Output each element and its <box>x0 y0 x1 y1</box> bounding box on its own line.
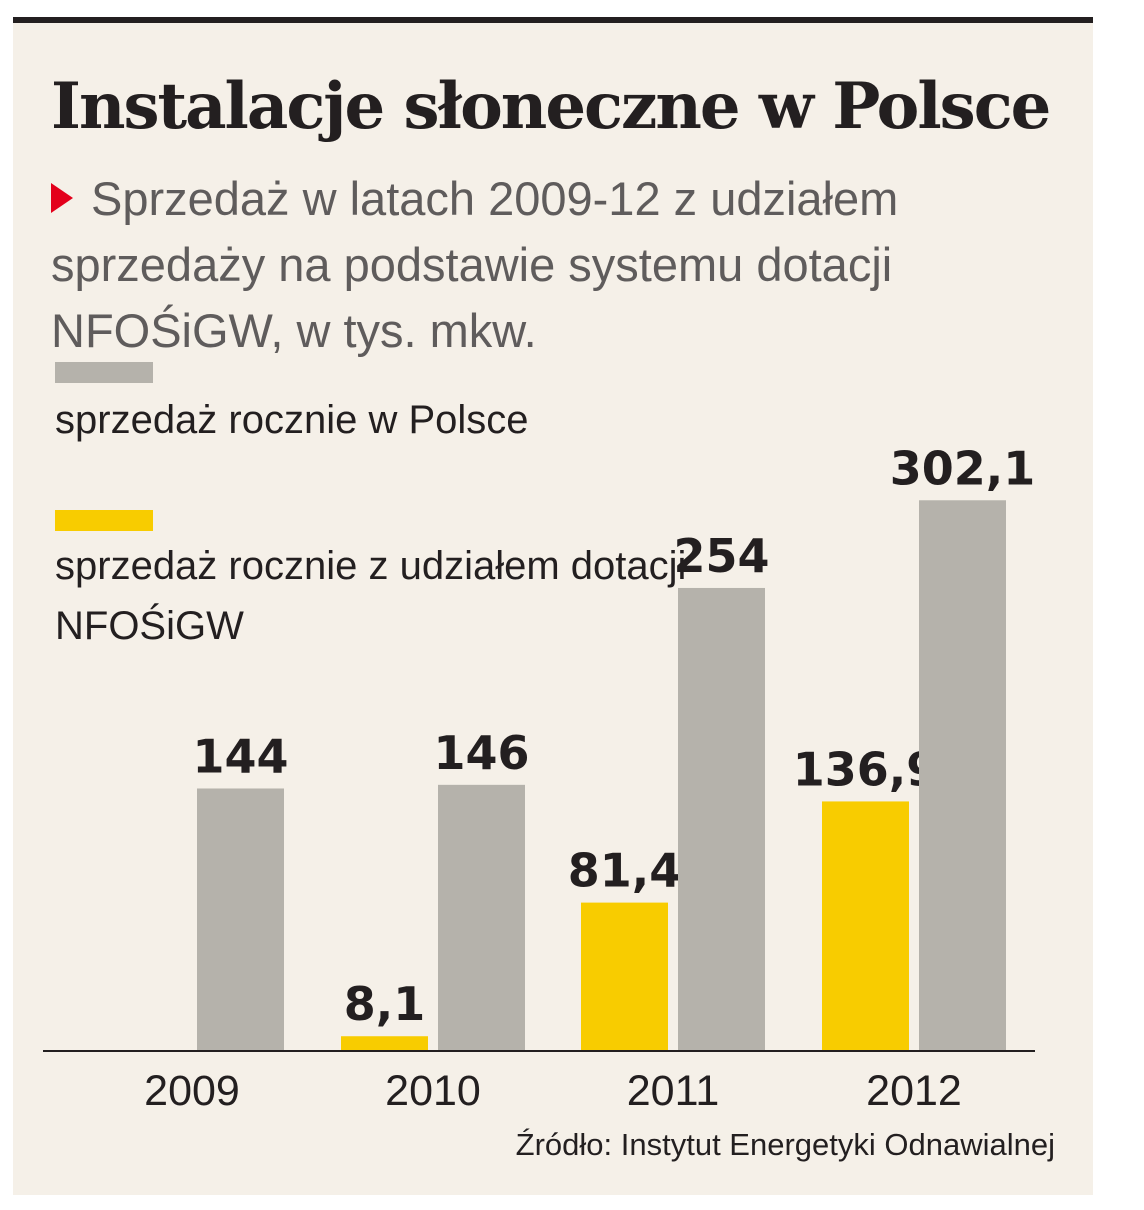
bar-subsidy-2012 <box>822 801 909 1051</box>
x-tick-label-2010: 2010 <box>385 1067 481 1115</box>
bar-total-2011 <box>678 587 765 1051</box>
x-tick-label-2011: 2011 <box>627 1067 719 1115</box>
bar-subsidy-2010 <box>341 1036 428 1051</box>
x-tick-label-2012: 2012 <box>866 1067 962 1115</box>
data-label-total-2011: 254 <box>673 529 769 583</box>
bar-subsidy-2011 <box>581 902 668 1051</box>
chart-subtitle: Sprzedaż w latach 2009-12 z udziałem spr… <box>51 166 1071 364</box>
data-label-subsidy-2010: 8,1 <box>344 977 426 1031</box>
data-label-total-2012: 302,1 <box>890 441 1036 495</box>
bar-chart: 144 2009 8,1 146 2010 81,4 254 2011 136,9 302,1 20… <box>43 441 1036 1115</box>
data-label-total-2010: 146 <box>433 726 529 780</box>
chart-subtitle-text: Sprzedaż w latach 2009-12 z udziałem spr… <box>51 172 899 357</box>
legend-swatch-yellow <box>55 510 153 531</box>
legend-swatch-gray <box>55 362 153 383</box>
data-label-subsidy-2012: 136,9 <box>793 742 939 796</box>
bar-total-2010 <box>438 784 525 1051</box>
data-label-total-2009: 144 <box>192 729 288 783</box>
legend-label-total: sprzedaż rocznie w Polsce <box>55 398 529 442</box>
source-note: Źródło: Instytut Energetyki Odnawialnej <box>515 1127 1055 1162</box>
bar-total-2009 <box>197 788 284 1051</box>
bar-total-2012 <box>919 500 1006 1051</box>
x-tick-label-2009: 2009 <box>144 1067 240 1115</box>
infographic-panel: Instalacje słoneczne w Polsce Sprzedaż w… <box>13 17 1093 1195</box>
legend-label-subsidy: sprzedaż rocznie z udziałem dotacji NFOŚ… <box>55 544 687 648</box>
data-label-subsidy-2011: 81,4 <box>568 844 682 898</box>
red-triangle-marker-icon <box>51 183 73 213</box>
chart-title: Instalacje słoneczne w Polsce <box>51 69 1051 144</box>
